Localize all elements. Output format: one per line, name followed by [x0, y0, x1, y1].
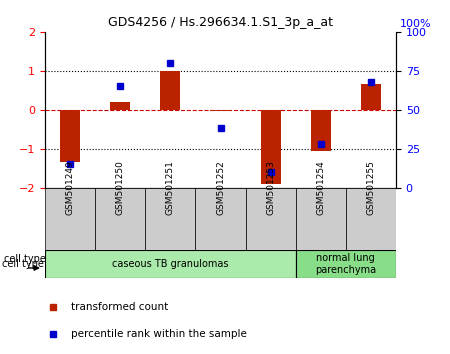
Bar	[45, 250, 296, 278]
Text: GSM501250: GSM501250	[116, 161, 125, 216]
Bar	[60, 110, 80, 162]
Text: normal lung
parenchyma: normal lung parenchyma	[315, 253, 376, 275]
Bar	[195, 188, 246, 250]
Bar	[261, 110, 281, 184]
Text: GSM501253: GSM501253	[266, 161, 275, 216]
Bar	[296, 188, 346, 250]
Text: GSM501254: GSM501254	[316, 161, 325, 216]
Bar	[95, 188, 145, 250]
Bar	[145, 188, 195, 250]
Bar	[361, 85, 381, 110]
Bar	[346, 188, 396, 250]
Bar	[45, 188, 95, 250]
Text: cell type: cell type	[4, 255, 46, 264]
Text: caseous TB granulomas: caseous TB granulomas	[112, 259, 229, 269]
Text: GSM501249: GSM501249	[66, 161, 75, 216]
Text: GSM501255: GSM501255	[366, 161, 375, 216]
Bar	[246, 188, 296, 250]
Text: GSM501252: GSM501252	[216, 161, 225, 216]
Bar	[160, 71, 180, 110]
Text: transformed count: transformed count	[71, 302, 168, 312]
Text: cell type: cell type	[2, 259, 44, 269]
Bar	[296, 250, 396, 278]
Bar	[110, 102, 130, 110]
Text: 100%: 100%	[400, 19, 432, 29]
Title: GDS4256 / Hs.296634.1.S1_3p_a_at: GDS4256 / Hs.296634.1.S1_3p_a_at	[108, 16, 333, 29]
Text: percentile rank within the sample: percentile rank within the sample	[71, 329, 247, 339]
Text: GSM501251: GSM501251	[166, 161, 175, 216]
Bar	[311, 110, 331, 151]
